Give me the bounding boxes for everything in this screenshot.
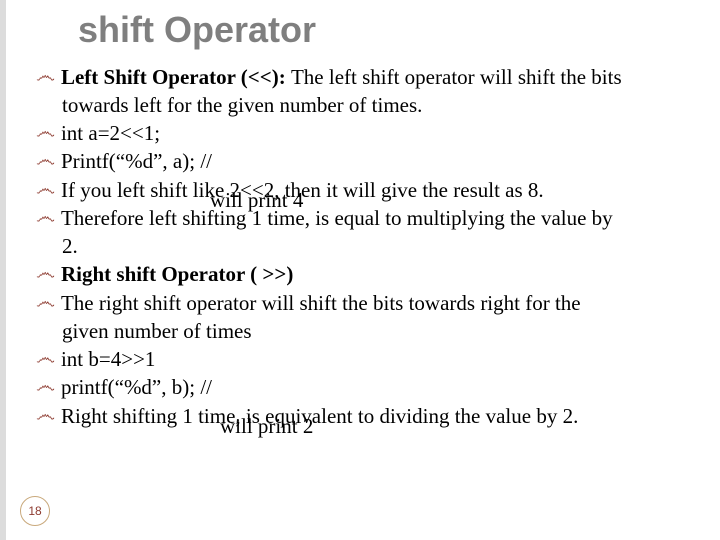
line-text: Left Shift Operator (<<): The left shift… <box>61 64 692 90</box>
hanging-line: 2. <box>62 233 692 259</box>
bullet-row: ෴ Right shift Operator ( >>) <box>36 261 692 287</box>
bullet-row: ෴ Left Shift Operator (<<): The left shi… <box>36 64 692 90</box>
bullet-row: ෴ int a=2<<1; <box>36 120 692 146</box>
slide-content: ෴ Left Shift Operator (<<): The left shi… <box>36 64 692 429</box>
page-number-badge: 18 <box>20 496 50 526</box>
swirl-icon: ෴ <box>36 177 55 202</box>
line-text: Therefore left shifting 1 time, is equal… <box>61 205 692 231</box>
line-text: Right shifting 1 time, is equivalent to … <box>61 403 692 429</box>
line-text: Right shift Operator ( >>) <box>61 261 692 287</box>
bullet-row: ෴ printf(“%d”, b); // <box>36 374 692 400</box>
swirl-icon: ෴ <box>36 374 55 399</box>
bullet-row: ෴ If you left shift like 2<<2, then it w… <box>36 177 692 203</box>
lead-bold: Left Shift Operator (<<): <box>61 65 291 89</box>
line-text: int b=4>>1 <box>61 346 692 372</box>
line-text: int a=2<<1; <box>61 120 692 146</box>
annotation-will-print-2: will print 2 <box>220 414 313 439</box>
line-rest: The left shift operator will shift the b… <box>291 65 622 89</box>
bullet-row: ෴ Therefore left shifting 1 time, is equ… <box>36 205 692 231</box>
hanging-line: towards left for the given number of tim… <box>62 92 692 118</box>
bullet-row: ෴ int b=4>>1 <box>36 346 692 372</box>
swirl-icon: ෴ <box>36 148 55 173</box>
line-text: If you left shift like 2<<2, then it wil… <box>61 177 692 203</box>
bullet-row: ෴ Right shifting 1 time, is equivalent t… <box>36 403 692 429</box>
slide: shift Operator ෴ Left Shift Operator (<<… <box>0 0 720 540</box>
bullet-row: ෴ Printf(“%d”, a); // <box>36 148 692 174</box>
swirl-icon: ෴ <box>36 290 55 315</box>
bullet-row: ෴ The right shift operator will shift th… <box>36 290 692 316</box>
annotation-will-print-4: will print 4 <box>210 188 303 213</box>
line-text: Printf(“%d”, a); // <box>61 148 692 174</box>
hanging-line: given number of times <box>62 318 692 344</box>
swirl-icon: ෴ <box>36 120 55 145</box>
slide-title: shift Operator <box>78 10 692 50</box>
left-bar <box>0 0 6 540</box>
swirl-icon: ෴ <box>36 346 55 371</box>
swirl-icon: ෴ <box>36 64 55 89</box>
swirl-icon: ෴ <box>36 403 55 428</box>
swirl-icon: ෴ <box>36 261 55 286</box>
line-text: The right shift operator will shift the … <box>61 290 692 316</box>
swirl-icon: ෴ <box>36 205 55 230</box>
line-text: printf(“%d”, b); // <box>61 374 692 400</box>
